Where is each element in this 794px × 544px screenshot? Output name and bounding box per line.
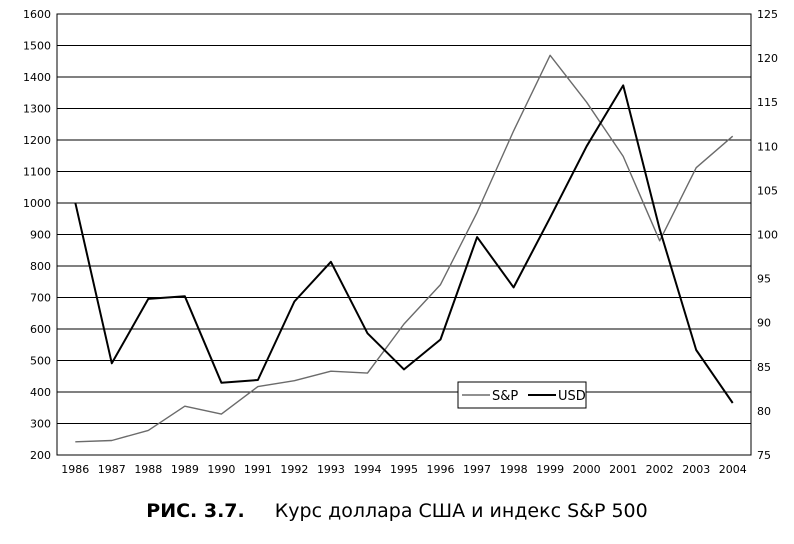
right-axis-tick-label: 115 — [757, 96, 778, 109]
x-axis-tick-label: 1990 — [207, 463, 235, 476]
right-axis-tick-label: 105 — [757, 184, 778, 197]
x-axis-tick-label: 1994 — [353, 463, 381, 476]
right-axis-tick-label: 85 — [757, 361, 771, 374]
right-axis-tick-label: 80 — [757, 405, 771, 418]
x-axis-tick-label: 1995 — [390, 463, 418, 476]
left-axis-tick-label: 1400 — [23, 71, 51, 84]
left-axis-tick-label: 1300 — [23, 103, 51, 116]
right-axis-tick-label: 110 — [757, 140, 778, 153]
x-axis-tick-label: 1996 — [427, 463, 455, 476]
legend-label: S&P — [492, 389, 518, 404]
x-axis-tick-label: 1999 — [536, 463, 564, 476]
x-axis-tick-label: 1986 — [61, 463, 89, 476]
left-axis-tick-label: 200 — [30, 449, 51, 462]
x-axis-tick-label: 2003 — [682, 463, 710, 476]
x-axis-tick-labels: 1986 1987 1988 1989 1990 1991 1992 1993 1994 1995… — [61, 463, 746, 476]
right-axis-tick-label: 125 — [757, 8, 778, 21]
x-axis-tick-label: 1991 — [244, 463, 272, 476]
left-axis-tick-label: 600 — [30, 323, 51, 336]
left-axis-tick-label: 1000 — [23, 197, 51, 210]
left-axis-tick-label: 1600 — [23, 8, 51, 21]
series-line-s-p — [75, 54, 734, 443]
x-axis-tick-label: 2002 — [646, 463, 674, 476]
left-axis-tick-label: 800 — [30, 260, 51, 273]
figure-caption: РИС. 3.7. Курс доллара США и индекс S&P … — [0, 500, 794, 522]
x-axis-tick-label: 1997 — [463, 463, 491, 476]
x-axis-tick-label: 2004 — [719, 463, 747, 476]
legend: S&P USD — [457, 381, 587, 409]
right-axis-tick-label: 100 — [757, 229, 778, 242]
left-axis-tick-label: 1100 — [23, 166, 51, 179]
plot-area-frame — [56, 13, 752, 456]
right-axis-tick-label: 95 — [757, 273, 771, 286]
x-axis-tick-label: 2000 — [573, 463, 601, 476]
x-axis-tick-label: 1992 — [280, 463, 308, 476]
line-chart: 200 300 400 500 600 700 800 900 1000 1100 1200 1300… — [23, 8, 778, 476]
figure-number: РИС. 3.7. — [146, 500, 245, 522]
right-axis-tick-label: 90 — [757, 317, 771, 330]
series-line-usd — [74, 84, 734, 404]
right-axis-tick-label: 120 — [757, 52, 778, 65]
left-axis-tick-label: 1500 — [23, 40, 51, 53]
x-axis-tick-label: 1988 — [134, 463, 162, 476]
x-axis-tick-label: 1998 — [500, 463, 528, 476]
left-axis-tick-label: 300 — [30, 418, 51, 431]
left-axis-tick-label: 1200 — [23, 134, 51, 147]
left-axis-tick-labels: 200 300 400 500 600 700 800 900 1000 1100 1200 1300… — [23, 8, 51, 462]
x-axis-tick-label: 1993 — [317, 463, 345, 476]
x-axis-tick-label: 1987 — [98, 463, 126, 476]
x-axis-tick-label: 2001 — [609, 463, 637, 476]
grid-lines — [57, 13, 751, 456]
right-axis-tick-label: 75 — [757, 449, 771, 462]
left-axis-tick-label: 700 — [30, 292, 51, 305]
series-lines — [74, 54, 734, 443]
legend-label: USD — [558, 389, 586, 404]
x-axis-tick-label: 1989 — [171, 463, 199, 476]
left-axis-tick-label: 500 — [30, 355, 51, 368]
left-axis-tick-label: 900 — [30, 229, 51, 242]
figure-caption-text: Курс доллара США и индекс S&P 500 — [274, 500, 648, 522]
right-axis-tick-labels: 75 80 85 90 95 100 105 110 115 120 125 — [757, 8, 778, 462]
left-axis-tick-label: 400 — [30, 386, 51, 399]
